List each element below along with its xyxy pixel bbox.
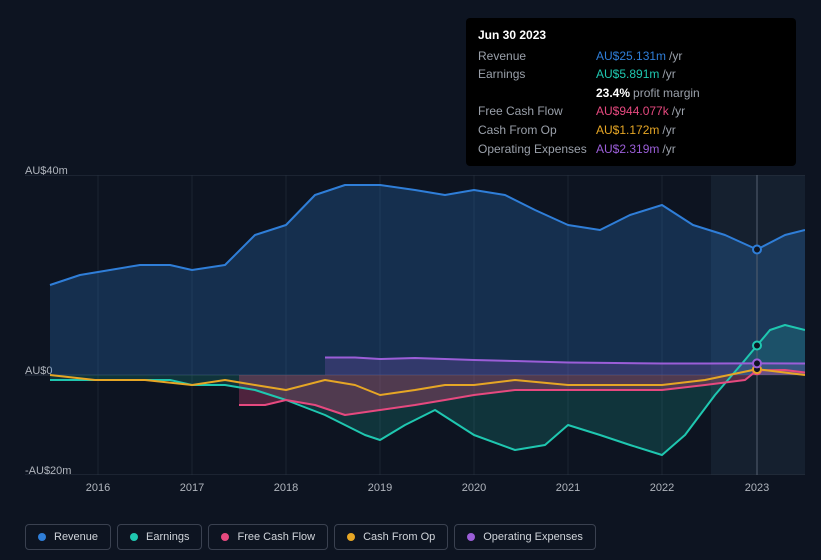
x-axis-label: 2018 (274, 482, 298, 494)
tooltip-row: Cash From OpAU$1.172m/yr (478, 121, 784, 140)
tooltip-row: RevenueAU$25.131m/yr (478, 47, 784, 66)
legend-item-cash-from-op[interactable]: Cash From Op (334, 524, 448, 550)
tooltip-subrow-value: 23.4% (596, 84, 630, 103)
chart-tooltip: Jun 30 2023 RevenueAU$25.131m/yrEarnings… (466, 18, 796, 166)
tooltip-subrow: 23.4%profit margin (478, 84, 784, 103)
legend-label: Earnings (146, 531, 189, 543)
chart-canvas (25, 175, 805, 475)
legend-label: Cash From Op (363, 531, 435, 543)
tooltip-date: Jun 30 2023 (478, 26, 784, 45)
tooltip-row-value: AU$1.172m (596, 121, 659, 140)
legend-dot-icon (38, 533, 46, 541)
tooltip-row-label: Earnings (478, 65, 596, 84)
x-axis-label: 2017 (180, 482, 204, 494)
legend-dot-icon (467, 533, 475, 541)
tooltip-row-value: AU$944.077k (596, 102, 669, 121)
legend-dot-icon (221, 533, 229, 541)
legend-dot-icon (347, 533, 355, 541)
tooltip-row-label: Free Cash Flow (478, 102, 596, 121)
tooltip-row-value: AU$5.891m (596, 65, 659, 84)
legend-item-operating-expenses[interactable]: Operating Expenses (454, 524, 596, 550)
legend-item-earnings[interactable]: Earnings (117, 524, 202, 550)
legend-label: Revenue (54, 531, 98, 543)
x-axis-label: 2023 (745, 482, 769, 494)
tooltip-row-value: AU$25.131m (596, 47, 666, 66)
legend-label: Operating Expenses (483, 531, 583, 543)
tooltip-row: EarningsAU$5.891m/yr (478, 65, 784, 84)
tooltip-row: Free Cash FlowAU$944.077k/yr (478, 102, 784, 121)
x-axis-label: 2022 (650, 482, 674, 494)
tooltip-row-label: Revenue (478, 47, 596, 66)
tooltip-row-unit: /yr (662, 121, 675, 140)
x-axis-label: 2016 (86, 482, 110, 494)
tooltip-subrow-label: profit margin (633, 84, 700, 103)
legend-label: Free Cash Flow (237, 531, 315, 543)
x-axis-label: 2020 (462, 482, 486, 494)
tooltip-row-unit: /yr (672, 102, 685, 121)
chart-legend: Revenue Earnings Free Cash Flow Cash From O… (25, 524, 596, 550)
legend-item-free-cash-flow[interactable]: Free Cash Flow (208, 524, 328, 550)
x-axis-label: 2021 (556, 482, 580, 494)
legend-item-revenue[interactable]: Revenue (25, 524, 111, 550)
tooltip-row-unit: /yr (662, 65, 675, 84)
x-axis: 2016 2017 2018 2019 2020 2021 2022 2023 (25, 482, 806, 500)
tooltip-row-label: Cash From Op (478, 121, 596, 140)
legend-dot-icon (130, 533, 138, 541)
tooltip-row-unit: /yr (669, 47, 682, 66)
x-axis-label: 2019 (368, 482, 392, 494)
financials-chart[interactable]: AU$40mAU$0-AU$20m 2016201720182019202020… (0, 155, 821, 500)
